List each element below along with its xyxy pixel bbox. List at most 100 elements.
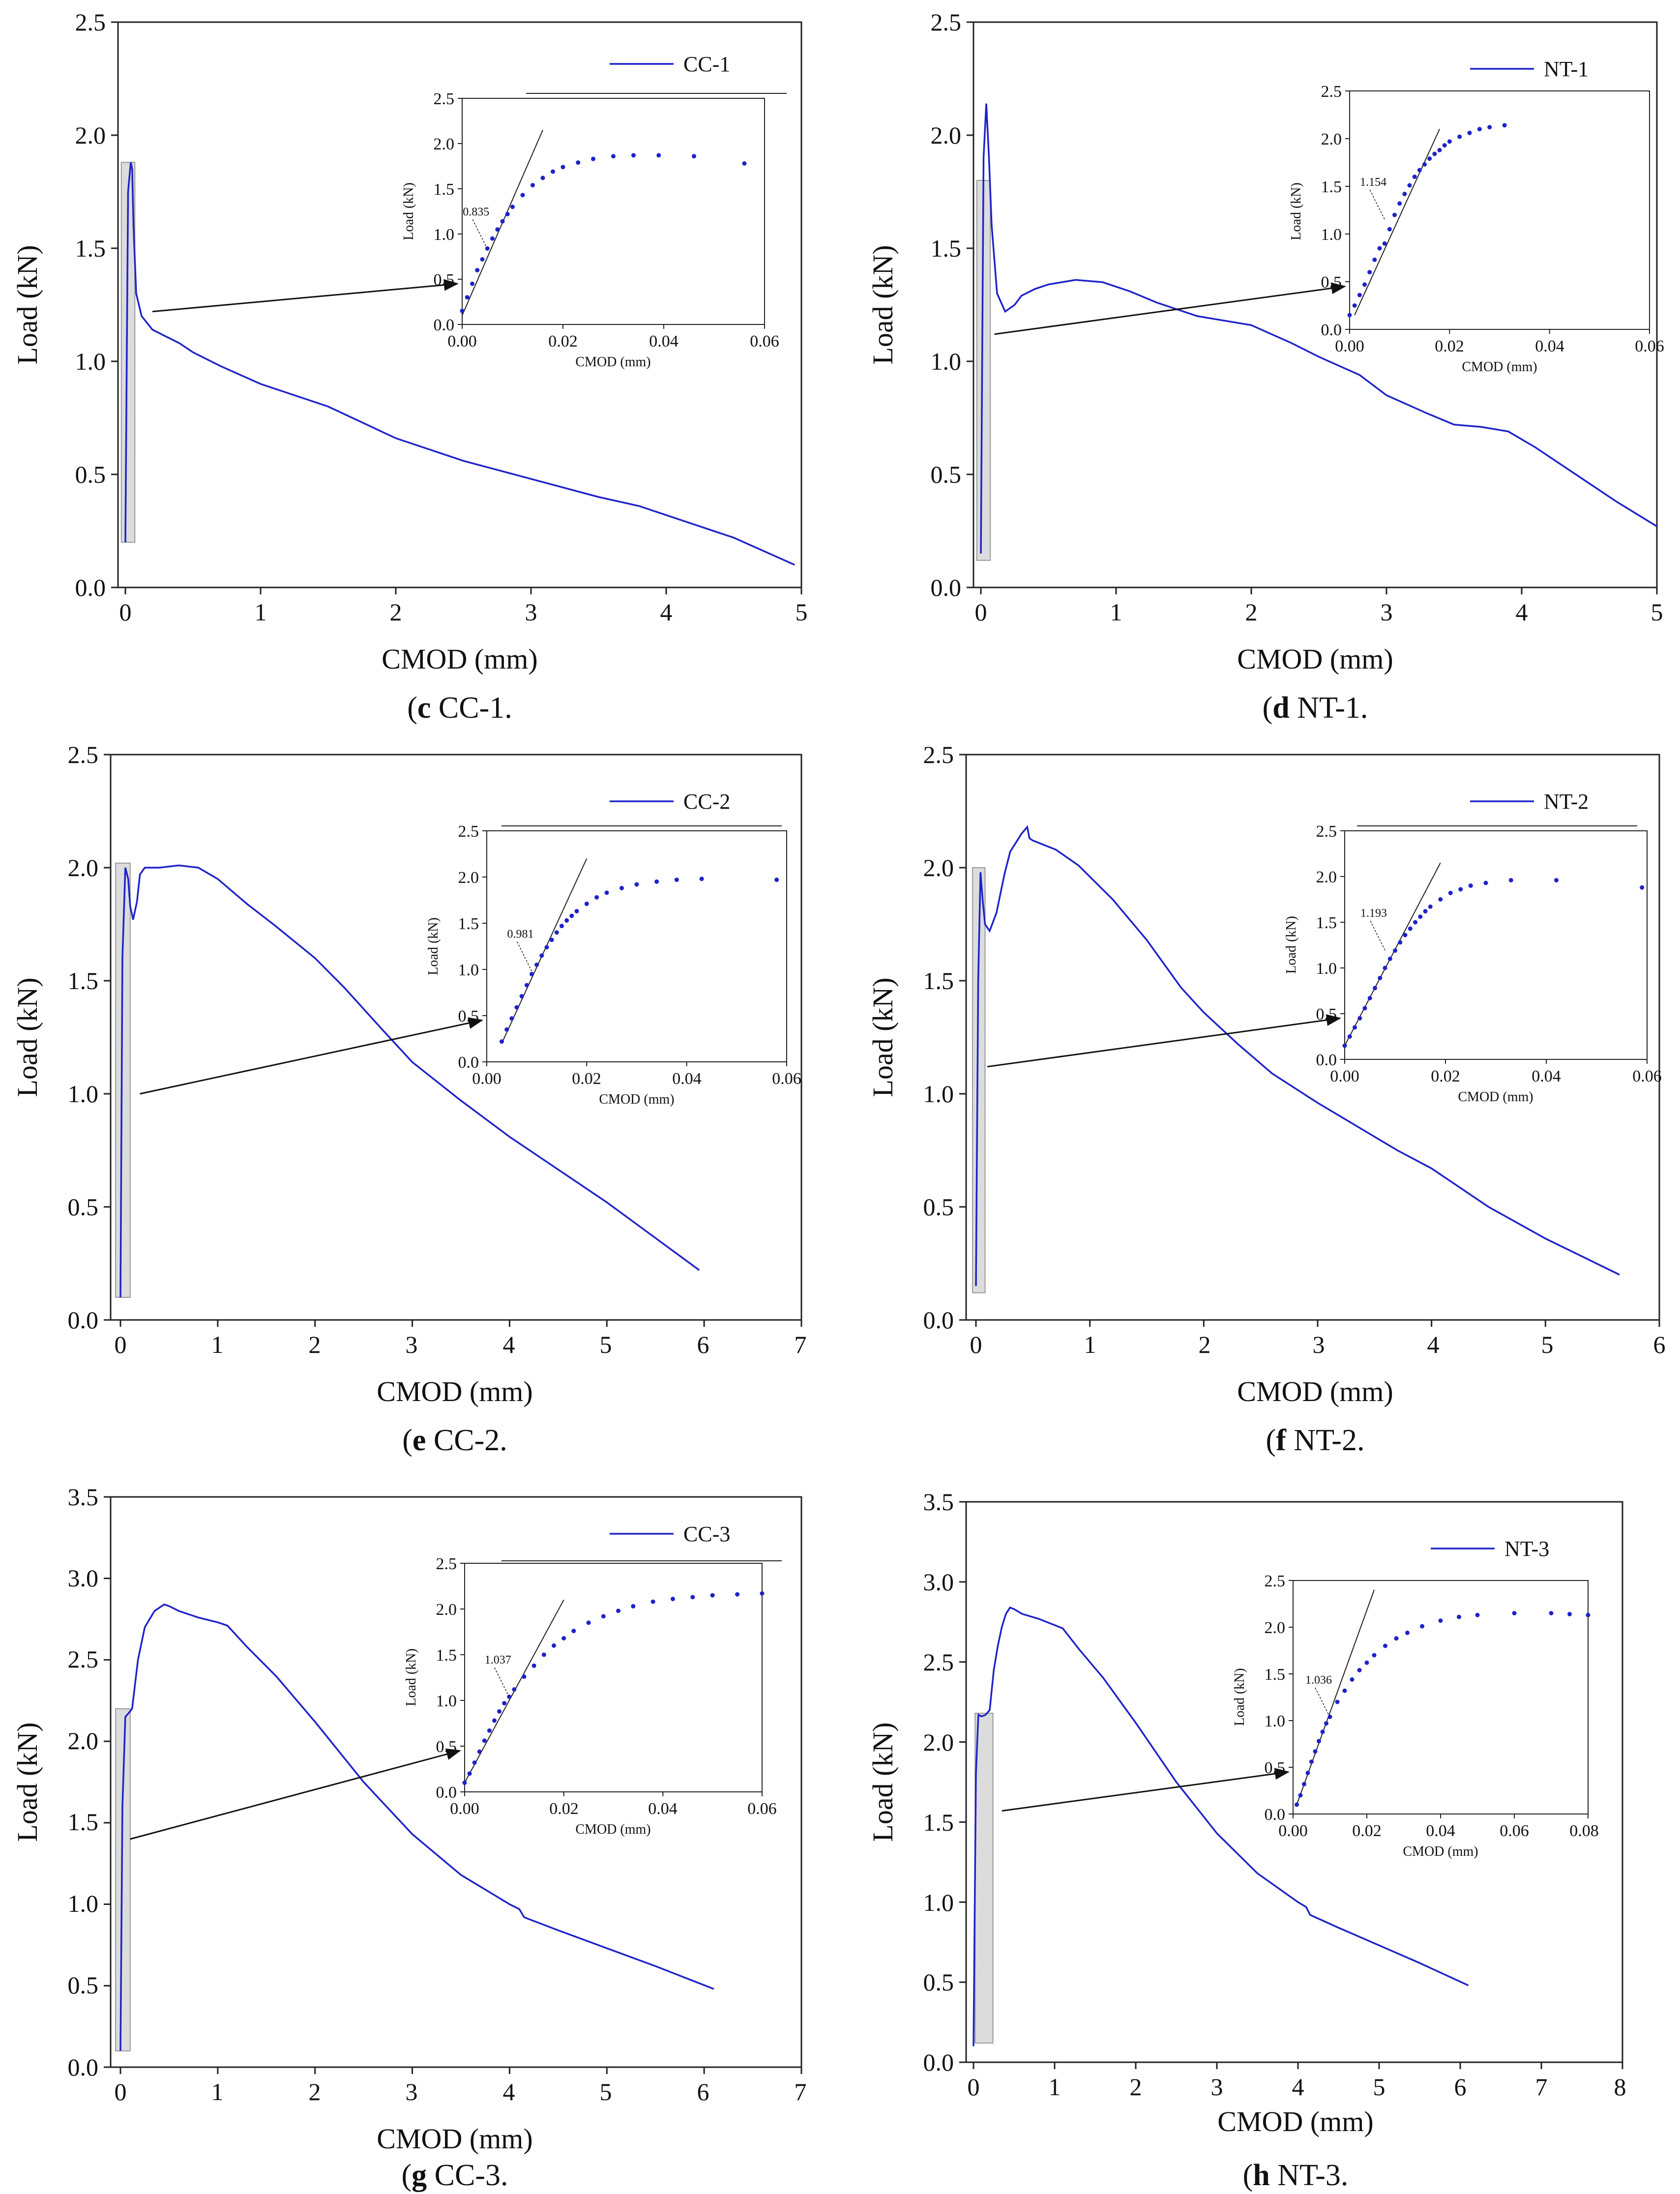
y-axis-label: Load (kN)	[11, 1722, 43, 1842]
tangent-line	[1344, 862, 1441, 1046]
y-axis-label: Load (kN)	[867, 977, 899, 1097]
series-line-cc-2	[119, 864, 700, 1298]
inset-plot: 0.0 0.5 1.0 1.5 2.0 2.5 0.00 0.02 0.04 0…	[401, 90, 779, 370]
inset-x-tick-label: 0.00	[447, 332, 477, 351]
inset-data-point	[1373, 986, 1377, 991]
y-tick-labels: 0.0 0.5 1.0 1.5 2.0 2.5	[68, 741, 99, 1334]
y-tick-label: 0.0	[75, 574, 106, 601]
inset-x-tick-label: 0.08	[1569, 1822, 1599, 1840]
inset-x-axis-label: CMOD (mm)	[575, 354, 650, 370]
inset-data-point	[1405, 1630, 1410, 1635]
inset-y-tick-label: 2.0	[1321, 130, 1342, 148]
inset-data-point	[1428, 904, 1433, 909]
inset-data-point	[465, 295, 470, 300]
inset-x-tick-label: 0.06	[747, 1800, 777, 1818]
inset-data-point	[1393, 948, 1397, 953]
y-axis-label: Load (kN)	[11, 245, 43, 364]
y-tick-label: 2.5	[923, 741, 954, 768]
inset-y-tick-label: 0.0	[1265, 1806, 1286, 1824]
y-axis-label: Load (kN)	[867, 245, 899, 364]
inset-data-point	[576, 160, 581, 165]
inset-x-tick-label: 0.04	[672, 1070, 702, 1088]
plot-frame	[965, 1501, 1623, 2063]
tangent-line	[1354, 129, 1440, 316]
x-tick-label: 5	[796, 598, 808, 626]
inset-data-point	[1324, 1721, 1328, 1726]
inset-data-point	[586, 1620, 591, 1625]
inset-data-point	[584, 902, 589, 907]
y-tick-label: 1.5	[931, 234, 962, 262]
inset-data-point	[1457, 1614, 1461, 1619]
inset-data-point	[472, 1760, 477, 1765]
y-tick-label: 2.5	[75, 8, 106, 36]
inset-y-tick-label: 2.0	[458, 869, 479, 887]
plot-frame	[110, 1496, 802, 2068]
inset-y-axis-label: Load (kN)	[1284, 916, 1299, 973]
y-tick-label: 3.5	[923, 1488, 954, 1516]
caption-text: NT-1.	[1290, 691, 1368, 725]
inset-data-point	[1423, 909, 1428, 914]
inset-data-point	[654, 879, 659, 884]
x-axis-label: CMOD (mm)	[1237, 643, 1393, 675]
y-tick-label: 2.0	[68, 854, 99, 881]
inset-data-point	[540, 176, 545, 180]
x-tick-label: 0	[970, 1331, 982, 1358]
inset-data-point	[1298, 1793, 1303, 1798]
x-tick-label: 0	[115, 2078, 127, 2106]
inset-data-point	[534, 963, 539, 967]
highlight-box	[974, 1712, 994, 2044]
inset-plot: 0.0 0.5 1.0 1.5 2.0 2.5 0.00 0.02 0.04 0…	[1232, 1572, 1599, 1859]
inset-data-point	[1387, 956, 1392, 961]
inset-y-axis-label: Load (kN)	[1232, 1668, 1247, 1726]
y-tick-label: 1.5	[75, 234, 106, 262]
x-tick-labels: 0 1 2 3 4 5 6	[970, 1331, 1666, 1358]
panel-d: Load (kN) CMOD (mm) 0 1 2 3 4 5 0.0 0.5 …	[867, 8, 1664, 725]
inset-data-point	[710, 1593, 715, 1598]
inset-data-point	[601, 1614, 606, 1619]
inset-data-point	[497, 1709, 502, 1714]
caption-letter: g	[412, 2159, 427, 2192]
inset-frame	[1344, 830, 1648, 1060]
inset-y-tick-label: 1.0	[458, 961, 479, 979]
inset-data-point	[1640, 885, 1645, 890]
inset-data-point	[1417, 168, 1422, 173]
y-tick-label: 1.0	[931, 348, 962, 375]
y-tick-label: 1.5	[68, 1808, 99, 1836]
inset-y-tick-label: 1.5	[1316, 914, 1337, 932]
inset-y-tick-label: 2.5	[458, 822, 479, 841]
x-tick-labels: 0 1 2 3 4 5 6 7	[115, 2078, 807, 2106]
x-tick-label: 4	[503, 2078, 515, 2106]
slope-annotation: 0.981	[507, 928, 534, 941]
x-tick-label: 8	[1614, 2073, 1626, 2101]
inset-data-point	[774, 878, 779, 882]
inset-data-point	[560, 924, 564, 929]
zoom-arrow	[140, 1017, 483, 1095]
x-tick-label: 2	[1245, 598, 1258, 626]
inset-y-tick-label: 1.5	[1265, 1666, 1286, 1684]
y-axis-label: Load (kN)	[11, 977, 43, 1097]
inset-y-tick-label: 1.0	[1321, 226, 1342, 244]
series-line-nt-3	[973, 1606, 1469, 2047]
panel-caption: (g CC-3.	[401, 2159, 508, 2192]
y-tick-label: 0.5	[75, 461, 106, 488]
plot-frame	[973, 21, 1658, 588]
inset-x-tick-label: 0.06	[772, 1070, 801, 1088]
inset-data-point	[1407, 183, 1412, 188]
inset-data-point	[1362, 1006, 1367, 1011]
inset-data-point	[1402, 192, 1407, 197]
inset-data-point	[1549, 1611, 1554, 1615]
x-tick-label: 0	[968, 2073, 980, 2101]
x-axis-label: CMOD (mm)	[1217, 2106, 1373, 2137]
inset-data-point	[492, 1718, 497, 1723]
inset-data-point	[512, 1687, 517, 1692]
inset-x-tick-label: 0.06	[1500, 1822, 1529, 1840]
inset-y-tick-label: 2.0	[1316, 868, 1337, 886]
inset-y-tick-label: 0.0	[1316, 1051, 1337, 1069]
y-tick-label: 2.0	[923, 1728, 954, 1756]
inset-y-tick-label: 1.5	[1321, 178, 1342, 196]
caption-letter: h	[1253, 2159, 1269, 2192]
inset-data-point	[490, 236, 495, 241]
inset-y-axis-label: Load (kN)	[401, 182, 416, 240]
x-tick-label: 1	[1084, 1331, 1096, 1358]
inset-data-point	[1467, 130, 1472, 135]
